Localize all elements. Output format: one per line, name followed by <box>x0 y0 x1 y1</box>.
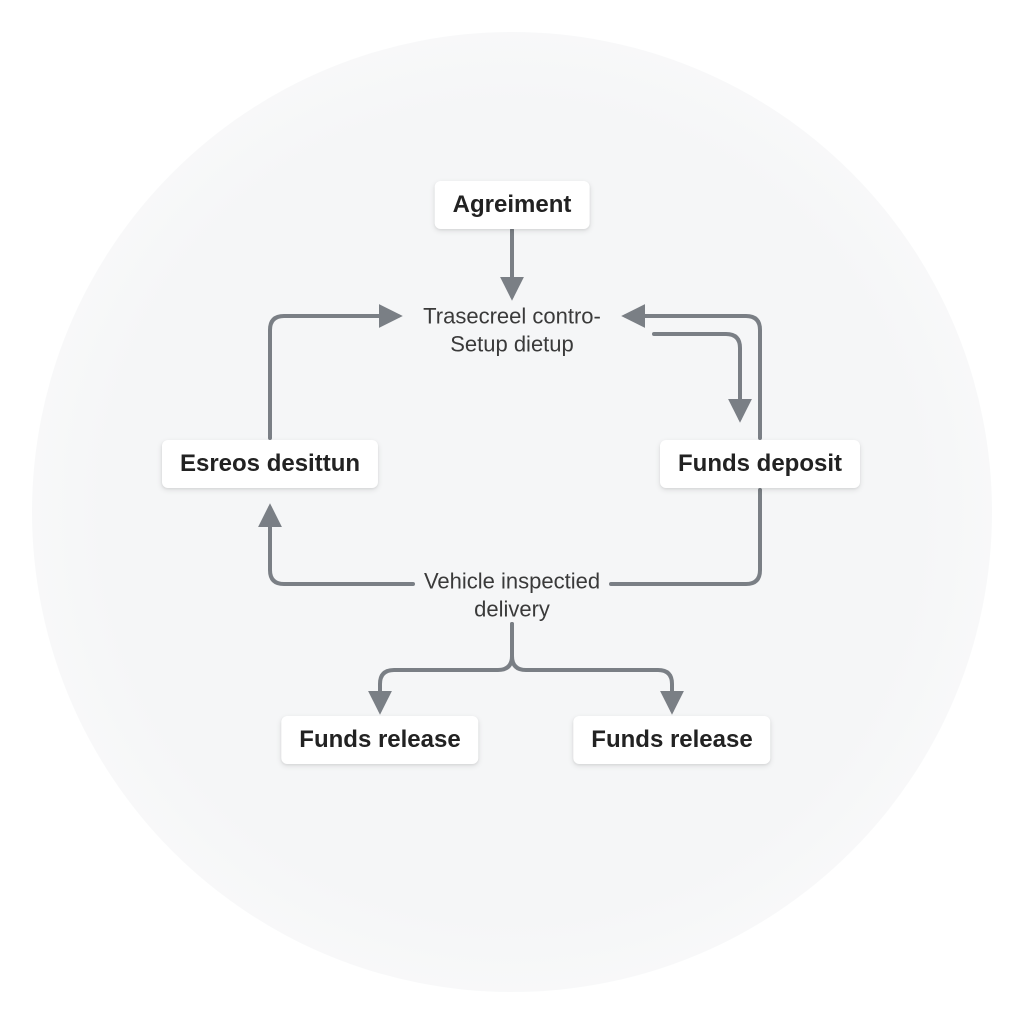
node-setup-line2: Setup dietup <box>423 330 601 358</box>
node-agreement: Agreiment <box>435 181 590 229</box>
background-circle <box>32 32 992 992</box>
node-funds-deposit: Funds deposit <box>660 440 860 488</box>
node-inspection-line1: Vehicle inspectied <box>424 568 600 596</box>
flowchart-canvas: Agreiment Trasecreel contro- Setup dietu… <box>0 0 1024 1024</box>
node-setup: Trasecreel contro- Setup dietup <box>423 303 601 358</box>
node-setup-line1: Trasecreel contro- <box>423 303 601 331</box>
node-esreos-label: Esreos desittun <box>180 450 360 477</box>
node-funds-deposit-label: Funds deposit <box>678 450 842 477</box>
node-inspection-line2: delivery <box>424 595 600 623</box>
node-agreement-label: Agreiment <box>453 191 572 218</box>
node-funds-release-left: Funds release <box>281 716 478 764</box>
node-esreos: Esreos desittun <box>162 440 378 488</box>
node-funds-release-right: Funds release <box>573 716 770 764</box>
node-funds-release-left-label: Funds release <box>299 726 460 753</box>
node-inspection: Vehicle inspectied delivery <box>424 568 600 623</box>
node-funds-release-right-label: Funds release <box>591 726 752 753</box>
